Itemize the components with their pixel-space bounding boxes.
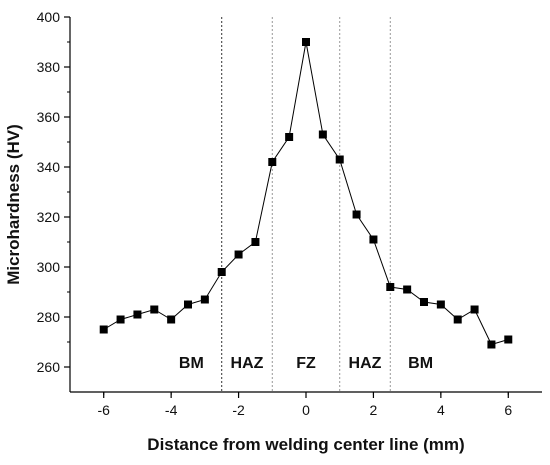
y-tick-label: 320: [37, 209, 61, 225]
x-tick-label: 0: [302, 402, 310, 418]
y-tick-label: 400: [37, 9, 61, 25]
x-tick-label: 4: [437, 402, 445, 418]
data-point: [470, 305, 479, 314]
x-tick-label: 6: [504, 402, 512, 418]
data-point: [167, 315, 176, 324]
series-line: [103, 41, 509, 346]
region-labels: BM HAZ FZ HAZ BM: [179, 355, 433, 372]
data-point: [318, 130, 327, 139]
data-point: [200, 295, 209, 304]
data-point: [184, 300, 192, 309]
data-point: [251, 238, 260, 246]
x-tick-label: -6: [97, 402, 110, 418]
y-tick-label: 280: [37, 309, 61, 325]
data-point: [436, 300, 445, 309]
data-point: [217, 268, 226, 276]
data-point: [352, 210, 361, 219]
series-layer: [99, 38, 513, 349]
data-point: [133, 310, 142, 319]
x-tick-label: 2: [370, 402, 378, 418]
y-tick-label: 380: [37, 59, 61, 75]
data-point: [285, 133, 294, 141]
zone-boundaries: [221, 17, 391, 392]
data-point: [116, 315, 125, 324]
data-point: [335, 155, 344, 164]
axes: [69, 17, 542, 393]
y-tick-label: 260: [37, 359, 61, 375]
data-point: [99, 325, 108, 334]
data-point: [420, 298, 428, 306]
data-point: [268, 158, 277, 166]
region-label: BM: [408, 355, 433, 372]
data-point: [504, 335, 513, 344]
y-tick-label: 300: [37, 259, 61, 275]
data-point: [453, 315, 462, 324]
data-point: [150, 305, 159, 314]
data-point: [302, 38, 310, 46]
ticks: 260 280 300 320 340 360 380 400 -6 -4 -2 0 2 4 6: [37, 9, 513, 418]
data-point: [234, 250, 243, 259]
x-tick-label: -4: [165, 402, 178, 418]
region-label: BM: [179, 355, 204, 372]
y-tick-label: 360: [37, 109, 61, 125]
x-tick-label: -2: [232, 402, 245, 418]
y-axis-title: Microhardness (HV): [4, 124, 23, 285]
y-tick-label: 340: [37, 159, 61, 175]
x-axis-title: Distance from welding center line (mm): [147, 435, 464, 454]
data-point: [487, 340, 496, 349]
data-point: [386, 283, 395, 291]
data-point: [369, 235, 378, 244]
region-label: HAZ: [231, 355, 264, 372]
region-label: HAZ: [349, 355, 382, 372]
data-point: [403, 285, 412, 294]
region-label: FZ: [296, 355, 316, 372]
